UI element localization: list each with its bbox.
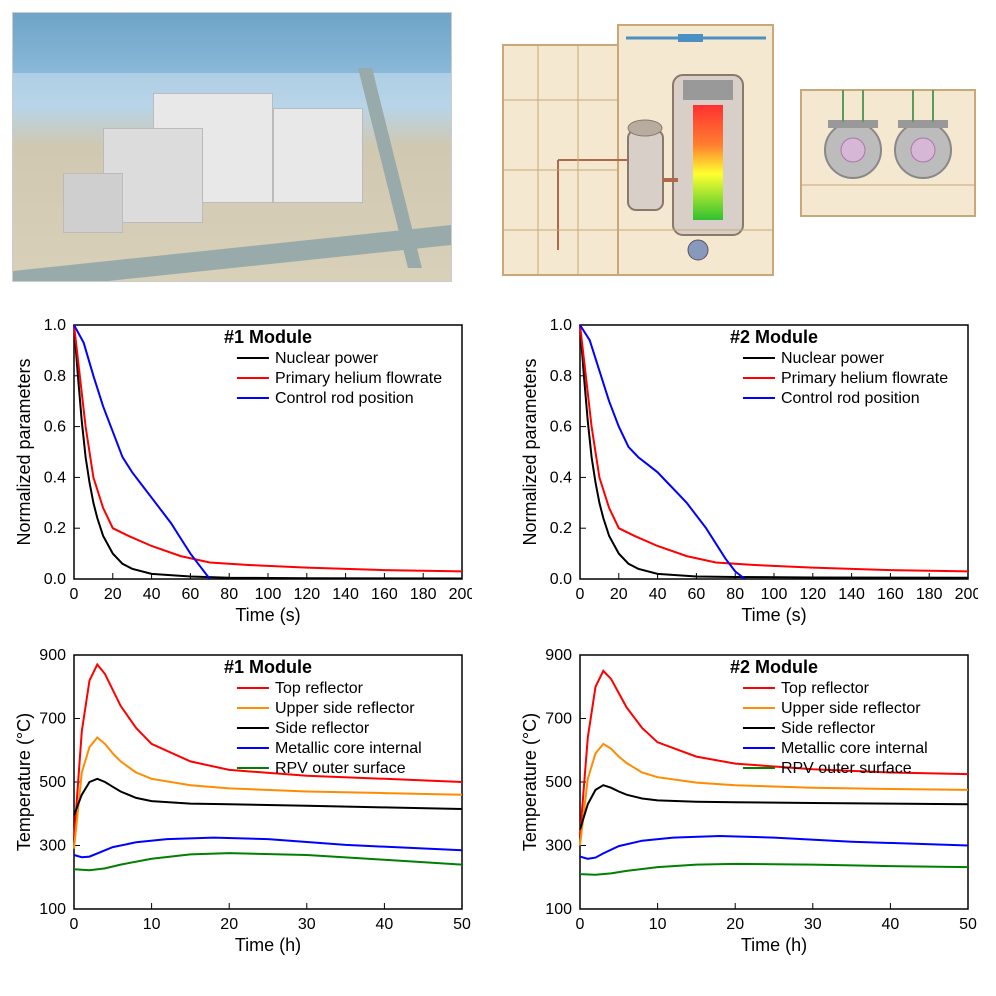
x-tick-label: 40 xyxy=(882,916,900,933)
x-tick-label: 40 xyxy=(649,586,667,603)
x-tick-label: 200 xyxy=(955,586,978,603)
x-tick-label: 60 xyxy=(688,586,706,603)
x-tick-label: 180 xyxy=(916,586,943,603)
x-tick-label: 60 xyxy=(182,586,200,603)
y-tick-label: 700 xyxy=(545,711,572,728)
legend-label: RPV outer surface xyxy=(275,760,406,777)
legend-label: Nuclear power xyxy=(781,350,885,367)
x-tick-label: 0 xyxy=(70,916,79,933)
y-tick-label: 300 xyxy=(545,838,572,855)
plant-aerial-photo xyxy=(12,12,452,282)
x-tick-label: 180 xyxy=(410,586,437,603)
plot-frame xyxy=(74,655,462,909)
y-tick-label: 0.8 xyxy=(44,368,66,385)
x-tick-label: 80 xyxy=(220,586,238,603)
turbine-hall-section xyxy=(798,80,978,220)
x-tick-label: 120 xyxy=(799,586,826,603)
x-tick-label: 80 xyxy=(726,586,744,603)
reactor-diagram-panel xyxy=(492,12,984,287)
x-axis-label: Time (h) xyxy=(741,935,807,955)
chart-bottom-right: 0 10 20 30 40 50 100 300 500 700 900 Time (h) Temper… xyxy=(518,647,984,957)
y-tick-label: 0.4 xyxy=(550,469,572,486)
y-tick-label: 300 xyxy=(39,838,66,855)
legend-label: Side reflector xyxy=(275,720,370,737)
y-axis-label: Normalized parameters xyxy=(14,358,34,545)
x-tick-label: 20 xyxy=(610,586,628,603)
legend-label: Upper side reflector xyxy=(781,700,921,717)
plot-frame xyxy=(580,325,968,579)
legend-label: Control rod position xyxy=(275,390,414,407)
x-tick-label: 20 xyxy=(726,916,744,933)
y-tick-label: 0.2 xyxy=(550,520,572,537)
legend-label: Top reflector xyxy=(275,680,364,697)
legend-label: Side reflector xyxy=(781,720,876,737)
chart-grid: 0204060801001201401601802000.00.20.40.60… xyxy=(12,317,984,957)
y-tick-label: 0.4 xyxy=(44,469,66,486)
x-tick-label: 20 xyxy=(104,586,122,603)
y-tick-label: 0.0 xyxy=(44,571,66,588)
chart-bottom-left: 0 10 20 30 40 50 100 300 500 700 900 Time (h) Temper… xyxy=(12,647,478,957)
x-tick-label: 160 xyxy=(877,586,904,603)
chart-title: #1 Module xyxy=(224,327,312,347)
x-tick-label: 0 xyxy=(576,916,585,933)
y-tick-label: 500 xyxy=(545,774,572,791)
y-tick-label: 0.6 xyxy=(44,419,66,436)
plot-frame xyxy=(74,325,462,579)
x-tick-label: 50 xyxy=(453,916,471,933)
chart-title: #1 Module xyxy=(224,657,312,677)
x-tick-label: 20 xyxy=(220,916,238,933)
chart-title: #2 Module xyxy=(730,327,818,347)
y-tick-label: 0.2 xyxy=(44,520,66,537)
legend-label: Primary helium flowrate xyxy=(275,370,442,387)
x-tick-label: 40 xyxy=(376,916,394,933)
chart-top-right: 0 20 40 60 80 100 120 140 160 180 200 0.0 0.2 0.4 0.6 0… xyxy=(518,317,984,627)
x-tick-label: 160 xyxy=(371,586,398,603)
y-tick-label: 900 xyxy=(39,647,66,664)
y-tick-label: 1.0 xyxy=(44,317,66,334)
x-axis-label: Time (h) xyxy=(235,935,301,955)
x-tick-label: 0 xyxy=(70,586,79,603)
y-axis-label: Normalized parameters xyxy=(520,358,540,545)
y-tick-label: 0.8 xyxy=(550,368,572,385)
legend-label: Upper side reflector xyxy=(275,700,415,717)
legend-label: RPV outer surface xyxy=(781,760,912,777)
x-axis-label: Time (s) xyxy=(741,605,806,625)
legend-label: Top reflector xyxy=(781,680,870,697)
y-tick-label: 100 xyxy=(39,901,66,918)
x-tick-label: 100 xyxy=(761,586,788,603)
x-tick-label: 30 xyxy=(298,916,316,933)
legend-label: Primary helium flowrate xyxy=(781,370,948,387)
x-tick-label: 10 xyxy=(143,916,161,933)
x-tick-label: 140 xyxy=(838,586,865,603)
y-tick-label: 1.0 xyxy=(550,317,572,334)
y-axis-label: Temperature (°C) xyxy=(520,713,540,851)
y-tick-label: 0.0 xyxy=(550,571,572,588)
x-tick-label: 200 xyxy=(449,586,472,603)
y-axis-label: Temperature (°C) xyxy=(14,713,34,851)
top-images-row xyxy=(12,12,984,287)
chart-title: #2 Module xyxy=(730,657,818,677)
x-tick-label: 40 xyxy=(143,586,161,603)
reactor-cross-section xyxy=(498,20,778,280)
legend-label: Control rod position xyxy=(781,390,920,407)
legend-label: Nuclear power xyxy=(275,350,379,367)
plot-frame xyxy=(580,655,968,909)
y-tick-label: 100 xyxy=(545,901,572,918)
x-tick-label: 10 xyxy=(649,916,667,933)
x-tick-label: 100 xyxy=(255,586,282,603)
x-tick-label: 120 xyxy=(293,586,320,603)
x-tick-label: 140 xyxy=(332,586,359,603)
x-tick-label: 30 xyxy=(804,916,822,933)
legend-label: Metallic core internal xyxy=(781,740,928,757)
x-axis-label: Time (s) xyxy=(235,605,300,625)
y-tick-label: 900 xyxy=(545,647,572,664)
chart-top-left: 0 20 40 60 80 100 120 140 160 180 200 0.0 0.2 0.4 0.6 0… xyxy=(12,317,478,627)
y-tick-label: 0.6 xyxy=(550,419,572,436)
legend-label: Metallic core internal xyxy=(275,740,422,757)
x-tick-label: 50 xyxy=(959,916,977,933)
x-tick-label: 0 xyxy=(576,586,585,603)
y-tick-label: 500 xyxy=(39,774,66,791)
y-tick-label: 700 xyxy=(39,711,66,728)
